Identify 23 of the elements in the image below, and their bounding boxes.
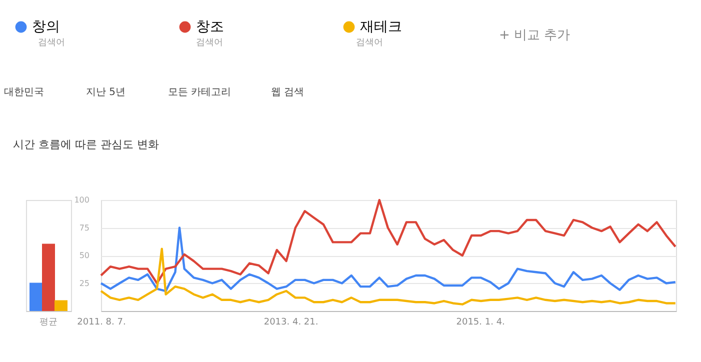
x-tick-label: 2013. 4. 21. (264, 318, 318, 328)
line-series (100, 198, 676, 284)
text: 지난 5년 (86, 87, 126, 98)
y-tick-label: 25 (79, 278, 90, 288)
legend-label: 창의 (32, 19, 60, 35)
text: 모든 카테고리 (168, 87, 232, 98)
text: + 비교 추가 (499, 28, 570, 43)
text: 검색어 (38, 38, 65, 48)
text: 검색어 (196, 38, 223, 48)
y-tick-label: 75 (79, 223, 90, 232)
line-series (100, 226, 676, 292)
line-series (100, 248, 676, 306)
x-tick-label: 2015. 1. 4. (456, 318, 505, 328)
text: 대한민국 (4, 87, 44, 98)
x-tick-label: 2011. 8. 7. (77, 318, 126, 328)
text: 웹 검색 (271, 87, 304, 98)
text: 검색어 (356, 38, 383, 48)
chart-title: 시간 흐름에 따른 관심도 변화 (13, 138, 159, 151)
legend-label: 창조 (196, 19, 224, 35)
y-tick-label: 50 (79, 251, 90, 260)
legend-label: 재테크 (360, 19, 402, 35)
y-tick-label: 100 (74, 196, 90, 204)
x-tick-label: 평균 (40, 318, 58, 328)
